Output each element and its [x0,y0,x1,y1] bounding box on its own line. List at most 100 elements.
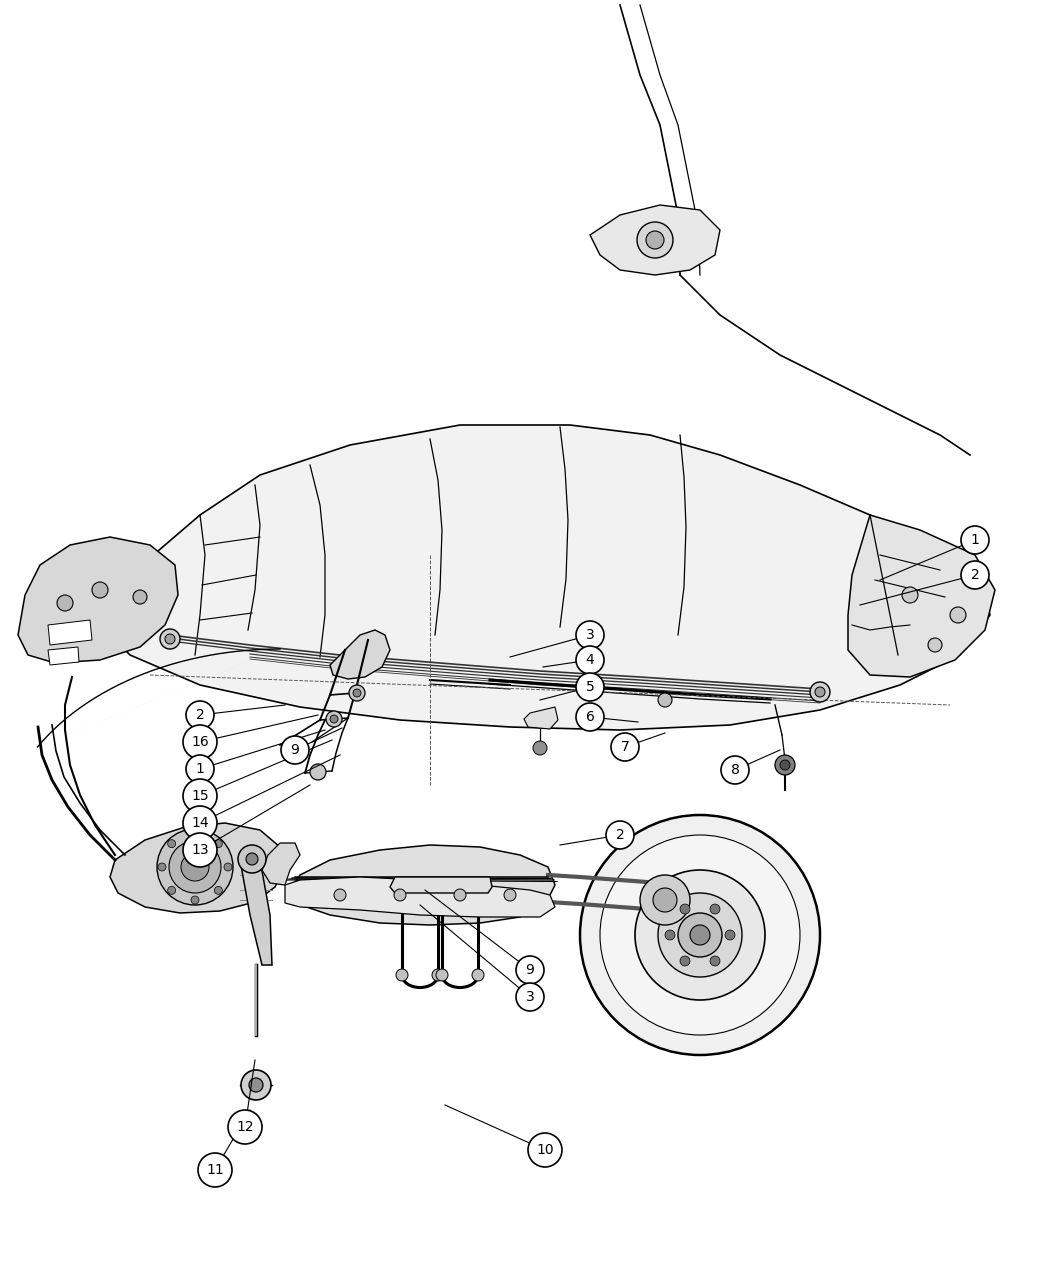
Circle shape [902,586,918,603]
Circle shape [183,833,217,867]
Circle shape [580,815,820,1054]
Circle shape [330,715,338,723]
Circle shape [281,736,309,764]
Circle shape [690,924,710,945]
Circle shape [158,829,233,905]
Circle shape [191,896,200,904]
Polygon shape [285,877,555,917]
Circle shape [165,634,175,644]
Circle shape [665,929,675,940]
Circle shape [214,840,223,848]
Text: 6: 6 [586,710,594,724]
Circle shape [504,889,516,901]
Circle shape [721,756,749,784]
Circle shape [528,1133,562,1167]
Circle shape [183,779,217,813]
Polygon shape [240,861,272,965]
Polygon shape [590,205,720,275]
Text: 11: 11 [206,1163,224,1177]
Text: 2: 2 [970,567,980,581]
Text: 3: 3 [526,989,534,1003]
Text: 1: 1 [970,533,980,547]
Text: 14: 14 [191,816,209,830]
Circle shape [186,755,214,783]
Text: 3: 3 [586,629,594,643]
Text: 12: 12 [236,1119,254,1133]
Circle shape [168,840,175,848]
Polygon shape [18,537,179,663]
Text: 2: 2 [615,827,625,842]
Circle shape [249,1077,262,1091]
Circle shape [181,853,209,881]
Circle shape [394,889,406,901]
Text: 13: 13 [191,843,209,857]
Circle shape [349,685,365,701]
Circle shape [961,561,989,589]
Text: 1: 1 [195,762,205,776]
Circle shape [635,870,765,1000]
Circle shape [133,590,147,604]
Circle shape [516,983,544,1011]
Circle shape [57,595,74,611]
Circle shape [576,703,604,731]
Circle shape [516,956,544,984]
Circle shape [780,760,790,770]
Text: 16: 16 [191,734,209,748]
Circle shape [436,969,448,980]
Circle shape [576,673,604,701]
Circle shape [183,725,217,759]
Text: 4: 4 [586,653,594,667]
Circle shape [637,222,673,258]
Polygon shape [48,646,79,666]
Circle shape [183,806,217,840]
Circle shape [640,875,690,924]
Polygon shape [390,877,492,892]
Circle shape [600,835,800,1035]
Circle shape [198,1153,232,1187]
Circle shape [334,889,346,901]
Circle shape [310,764,326,780]
Polygon shape [330,630,390,680]
Circle shape [680,956,690,966]
Circle shape [576,621,604,649]
Text: 2: 2 [195,708,205,722]
Circle shape [710,956,720,966]
Circle shape [168,886,175,894]
Circle shape [186,701,214,729]
Circle shape [454,889,466,901]
Polygon shape [48,620,92,645]
Circle shape [160,629,180,649]
Text: 9: 9 [291,743,299,757]
Polygon shape [848,515,995,677]
Polygon shape [100,425,990,731]
Text: 9: 9 [526,963,534,977]
Circle shape [242,1070,271,1100]
Circle shape [950,607,966,623]
Circle shape [228,1111,262,1144]
Circle shape [238,845,266,873]
Circle shape [928,638,942,652]
Circle shape [775,755,795,775]
Circle shape [169,842,220,892]
Circle shape [646,231,664,249]
Circle shape [158,863,166,871]
Polygon shape [524,708,558,729]
Circle shape [533,741,547,755]
Polygon shape [262,843,300,885]
Text: 5: 5 [586,680,594,694]
Circle shape [678,913,722,958]
Circle shape [576,646,604,674]
Text: 8: 8 [731,762,739,776]
Circle shape [658,694,672,708]
Circle shape [611,733,639,761]
Circle shape [472,969,484,980]
Circle shape [810,682,830,703]
Circle shape [214,886,223,894]
Circle shape [961,527,989,555]
Text: 7: 7 [621,740,629,754]
Circle shape [815,687,825,697]
Circle shape [680,904,690,914]
Circle shape [658,892,742,977]
Circle shape [432,969,444,980]
Polygon shape [290,845,555,924]
